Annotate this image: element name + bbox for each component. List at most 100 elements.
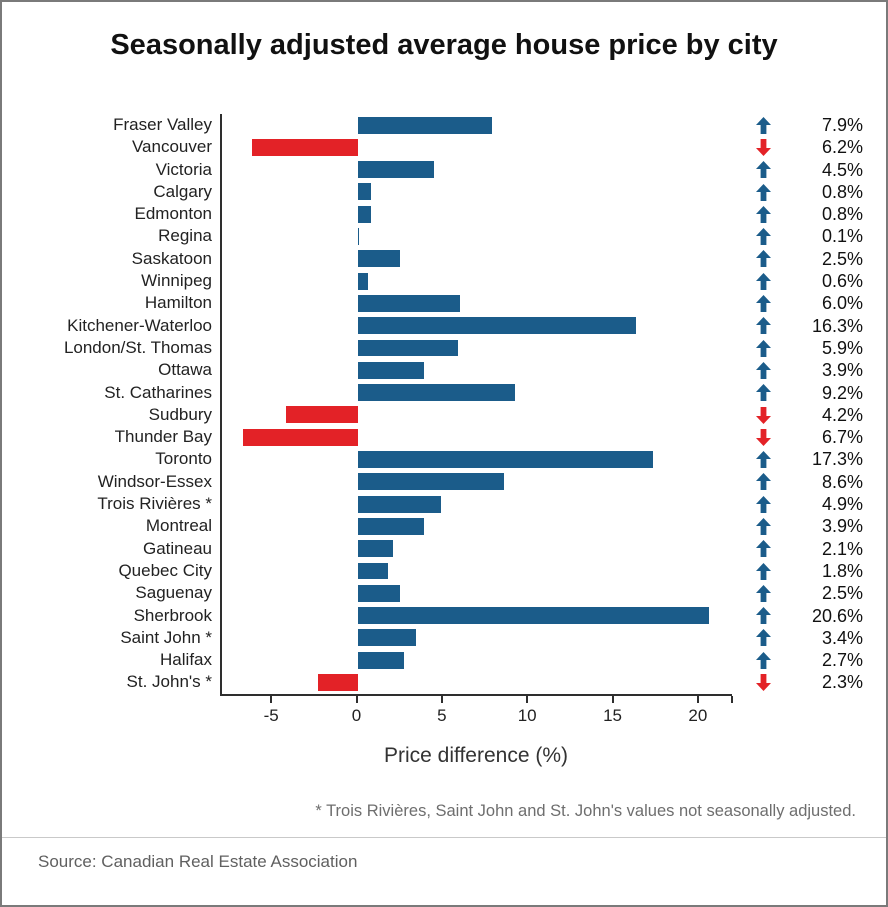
- chart-row: Saint John * 3.4%: [2, 627, 886, 649]
- category-label: Halifax: [160, 650, 212, 670]
- arrow-up-icon: [755, 228, 771, 246]
- tick-mark: [355, 695, 358, 703]
- value-label: 0.6%: [821, 271, 863, 292]
- arrow-up-icon-cell: [733, 382, 793, 404]
- bar: [357, 205, 372, 223]
- value-label: 20.6%: [811, 605, 863, 626]
- bar-track: [221, 159, 733, 181]
- y-axis-line: [220, 114, 222, 694]
- divider-line: [2, 836, 886, 838]
- arrow-up-icon: [755, 584, 771, 602]
- category-label: Quebec City: [118, 560, 212, 580]
- chart-row: Fraser Valley 7.9%: [2, 114, 886, 136]
- arrow-up-icon-cell: [733, 471, 793, 493]
- chart-row: Ottawa 3.9%: [2, 359, 886, 381]
- chart-row: Montreal 3.9%: [2, 515, 886, 537]
- category-label: Kitchener-Waterloo: [67, 315, 212, 335]
- category-label: St. John's *: [126, 672, 212, 692]
- bar-track: [221, 337, 733, 359]
- bar-track: [221, 515, 733, 537]
- x-axis-tick-labels: -5 0 5 10 15 20: [220, 706, 732, 730]
- arrow-up-icon: [755, 473, 771, 491]
- value-label: 6.0%: [821, 293, 863, 314]
- chart-row: Saskatoon 2.5%: [2, 248, 886, 270]
- category-label: Ottawa: [158, 360, 212, 380]
- bar: [357, 540, 394, 558]
- bar: [285, 406, 358, 424]
- arrow-up-icon-cell: [733, 203, 793, 225]
- arrow-up-icon: [755, 250, 771, 268]
- arrow-up-icon: [755, 495, 771, 513]
- arrow-up-icon: [755, 339, 771, 357]
- arrow-up-icon: [755, 183, 771, 201]
- tick-label: 20: [688, 705, 708, 725]
- bar-track: [221, 359, 733, 381]
- category-label: Thunder Bay: [114, 427, 212, 447]
- bar-track: [221, 471, 733, 493]
- bar: [357, 339, 459, 357]
- category-label: St. Catharines: [104, 382, 212, 402]
- bar: [357, 161, 435, 179]
- tick-mark: [270, 695, 273, 703]
- bar: [357, 250, 401, 268]
- arrow-up-icon-cell: [733, 627, 793, 649]
- arrow-down-icon-cell: [733, 136, 793, 158]
- arrow-up-icon-cell: [733, 538, 793, 560]
- category-label: Winnipeg: [141, 271, 212, 291]
- value-label: 2.7%: [821, 650, 863, 671]
- bar-track: [221, 448, 733, 470]
- arrow-up-icon: [755, 651, 771, 669]
- value-label: 8.6%: [821, 471, 863, 492]
- source-credit: Source: Canadian Real Estate Association: [38, 851, 358, 871]
- bar: [357, 451, 653, 468]
- bar: [243, 428, 358, 446]
- value-label: 2.3%: [821, 672, 863, 693]
- arrow-up-icon-cell: [733, 605, 793, 627]
- arrow-up-icon-cell: [733, 292, 793, 314]
- tick-mark: [696, 695, 699, 703]
- chart-row: Toronto 17.3%: [2, 448, 886, 470]
- chart-row: Saguenay 2.5%: [2, 582, 886, 604]
- arrow-up-icon-cell: [733, 159, 793, 181]
- bar: [357, 562, 389, 580]
- arrow-up-icon: [755, 295, 771, 313]
- arrow-up-icon: [755, 607, 771, 625]
- category-label: Sudbury: [148, 404, 212, 424]
- chart-row: Trois Rivières * 4.9%: [2, 493, 886, 515]
- arrow-up-icon: [755, 629, 771, 647]
- bar-track: [221, 225, 733, 247]
- bar: [357, 629, 416, 647]
- arrow-up-icon: [755, 562, 771, 580]
- arrow-up-icon: [755, 384, 771, 402]
- arrow-up-icon-cell: [733, 560, 793, 582]
- tick-mark: [526, 695, 529, 703]
- bar-track: [221, 181, 733, 203]
- bar-track: [221, 203, 733, 225]
- arrow-up-icon: [755, 161, 771, 179]
- arrow-up-icon: [755, 317, 771, 335]
- tick-mark-end: [731, 695, 733, 703]
- tick-label: 10: [517, 705, 537, 725]
- bar-track: [221, 270, 733, 292]
- bar: [318, 674, 358, 691]
- chart-row: Calgary 0.8%: [2, 181, 886, 203]
- chart-row: Quebec City 1.8%: [2, 560, 886, 582]
- chart-area: Fraser Valley 7.9% Vancouver 6.2% Victoria 4.…: [2, 114, 886, 768]
- bar-track: [221, 426, 733, 448]
- arrow-up-icon-cell: [733, 225, 793, 247]
- arrow-up-icon-cell: [733, 270, 793, 292]
- chart-row: Halifax 2.7%: [2, 649, 886, 671]
- value-label: 0.8%: [821, 204, 863, 225]
- bar: [357, 607, 710, 625]
- value-label: 0.1%: [821, 226, 863, 247]
- tick-mark: [611, 695, 614, 703]
- bar-track: [221, 582, 733, 604]
- bar: [357, 361, 425, 379]
- bar: [357, 517, 425, 535]
- bar: [357, 384, 515, 402]
- arrow-up-icon-cell: [733, 515, 793, 537]
- value-label: 7.9%: [821, 115, 863, 135]
- chart-row: Hamilton 6.0%: [2, 292, 886, 314]
- arrow-down-icon-cell: [733, 426, 793, 448]
